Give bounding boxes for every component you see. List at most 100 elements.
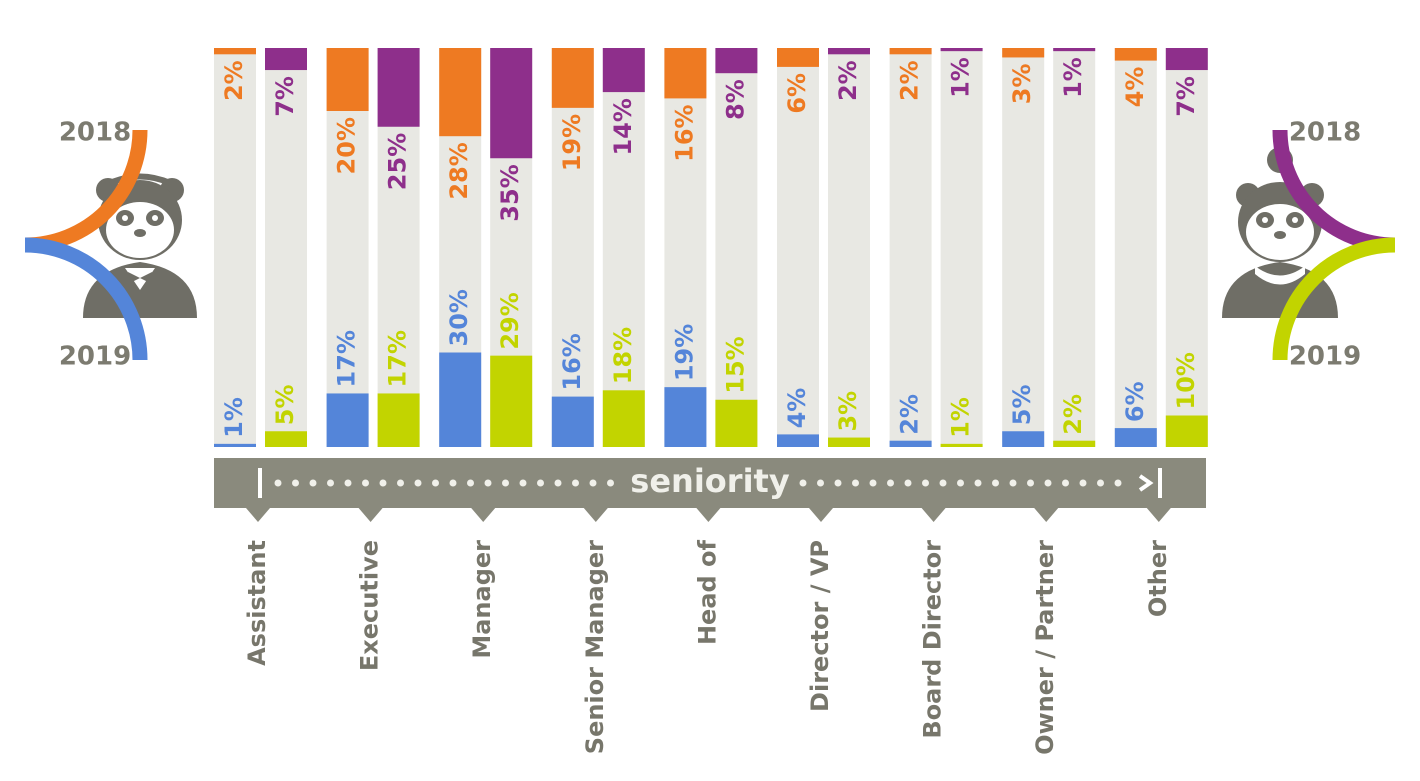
axis-dot	[309, 479, 317, 487]
axis-notch	[358, 508, 383, 522]
axis-dot	[292, 479, 299, 487]
bar	[664, 48, 707, 99]
bar	[551, 396, 594, 447]
value-label: 2%	[220, 60, 248, 101]
axis-notch	[1034, 508, 1059, 522]
axis-dot	[834, 479, 842, 487]
axis-notch	[471, 508, 496, 522]
value-label: 4%	[783, 388, 811, 429]
column-bg	[889, 48, 932, 447]
bar	[777, 434, 819, 447]
value-label: 35%	[496, 164, 524, 221]
bar	[265, 48, 307, 71]
bar	[940, 48, 983, 52]
bar	[326, 48, 369, 111]
axis-band	[214, 458, 1206, 508]
axis-notch	[696, 508, 721, 522]
bar	[551, 48, 594, 108]
axis-dot	[817, 479, 824, 487]
value-label: 2%	[896, 60, 924, 101]
axis-dot	[484, 479, 492, 487]
column-bg	[664, 48, 707, 447]
axis-notch	[921, 508, 946, 522]
value-label: 3%	[834, 391, 862, 432]
axis-dot	[502, 479, 509, 487]
bar	[828, 48, 870, 55]
axis-dot	[554, 479, 562, 487]
column-bg	[551, 48, 594, 447]
value-label: 2%	[896, 394, 924, 435]
axis-label: seniority	[630, 462, 790, 500]
value-label: 7%	[1172, 76, 1200, 117]
bar	[889, 48, 932, 55]
value-label: 28%	[445, 142, 473, 199]
axis-dot	[1044, 479, 1052, 487]
bar	[715, 48, 758, 74]
bar	[326, 393, 369, 447]
value-label: 14%	[609, 98, 637, 155]
axis-dot	[432, 479, 439, 487]
value-label: 19%	[558, 114, 586, 171]
column-bg	[1053, 48, 1096, 447]
legend-label: 2018	[59, 118, 131, 148]
column-bg	[777, 48, 819, 447]
column-bg	[326, 48, 369, 447]
axis-notch	[1146, 508, 1171, 522]
axis-dot	[799, 479, 807, 487]
axis-dot	[887, 479, 894, 487]
value-label: 1%	[947, 57, 975, 98]
category-label: Other	[1144, 540, 1172, 617]
bar	[377, 393, 420, 447]
axis-dot	[344, 479, 352, 487]
value-label: 20%	[333, 117, 361, 174]
column-bg	[1165, 48, 1208, 447]
axis-dot	[572, 479, 579, 487]
bar	[940, 443, 983, 447]
axis-dot	[362, 479, 369, 487]
bar	[715, 399, 758, 447]
axis-dot	[379, 479, 387, 487]
value-label: 2%	[834, 60, 862, 101]
bar	[602, 48, 645, 93]
category-label: Director / VP	[806, 540, 834, 712]
column-bg	[602, 48, 645, 447]
axis-dot	[519, 479, 527, 487]
category-label: Board Director	[919, 540, 947, 739]
column-bg	[265, 48, 307, 447]
axis-notch	[809, 508, 833, 522]
value-label: 1%	[1059, 57, 1087, 98]
axis-dot	[939, 479, 947, 487]
bar	[1165, 48, 1208, 71]
value-label: 6%	[1121, 381, 1149, 422]
value-label: 25%	[384, 133, 412, 190]
axis-dot	[852, 479, 859, 487]
value-label: 6%	[783, 73, 811, 114]
bar	[1114, 48, 1157, 61]
bar	[1114, 428, 1157, 447]
value-label: 4%	[1121, 67, 1149, 108]
axis-dot	[467, 479, 474, 487]
bar	[602, 390, 645, 447]
axis-dot	[1097, 479, 1104, 487]
axis-dot	[922, 479, 929, 487]
value-label: 16%	[670, 104, 698, 161]
value-label: 8%	[721, 79, 749, 120]
bar	[490, 355, 533, 447]
bar	[214, 48, 256, 55]
axis-dot	[327, 479, 334, 487]
value-label: 17%	[384, 330, 412, 387]
axis-dot	[607, 479, 614, 487]
axis-notch	[246, 508, 270, 522]
bar	[439, 352, 482, 447]
bar	[828, 437, 870, 447]
value-label: 29%	[496, 292, 524, 349]
value-label: 2%	[1059, 394, 1087, 435]
bar	[1165, 415, 1208, 447]
axis-dot	[869, 479, 877, 487]
axis-dot	[1079, 479, 1087, 487]
legend-label: 2019	[1289, 342, 1361, 372]
axis-dot	[1009, 479, 1017, 487]
axis-dot	[397, 479, 404, 487]
